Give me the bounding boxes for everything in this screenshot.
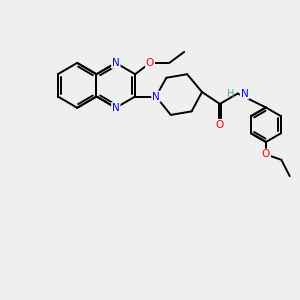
Text: N: N [112, 103, 120, 113]
Text: O: O [146, 58, 154, 68]
Text: N: N [112, 58, 120, 68]
Text: N: N [241, 88, 248, 98]
Text: N: N [152, 92, 160, 101]
Text: O: O [216, 120, 224, 130]
Text: H: H [227, 88, 234, 98]
Text: O: O [262, 149, 270, 160]
